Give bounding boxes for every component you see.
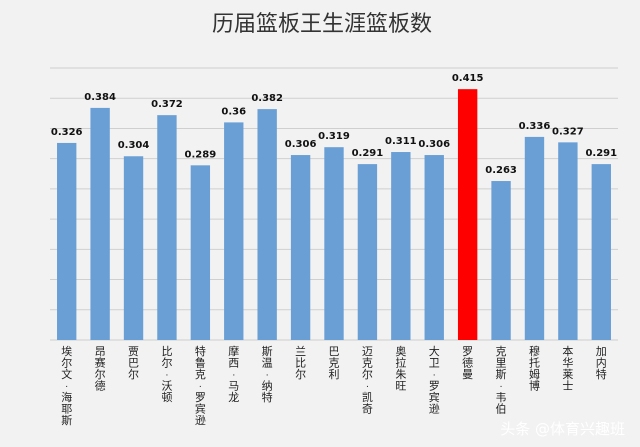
bar-3 xyxy=(157,115,177,340)
category-label-15: 本华莱士 xyxy=(562,344,573,393)
bar-14 xyxy=(524,136,545,340)
bar-5 xyxy=(224,122,244,341)
category-label-12: 罗德曼 xyxy=(462,345,473,381)
bar-1 xyxy=(90,107,110,340)
bar-7 xyxy=(290,155,311,340)
value-label-6: 0.382 xyxy=(251,93,283,104)
category-label-6: 斯温·纳特 xyxy=(262,345,273,404)
category-label-8: 巴克利 xyxy=(329,345,340,381)
bar-13 xyxy=(491,181,511,340)
chart-title: 历届篮板王生涯篮板数 xyxy=(212,12,432,37)
watermark-text: 头条 @体育兴趣班 xyxy=(500,420,625,438)
bar-6 xyxy=(257,109,277,340)
bar-11 xyxy=(424,155,444,340)
category-label-0: 埃尔文·海耶斯 xyxy=(61,344,72,427)
value-label-7: 0.306 xyxy=(285,139,317,150)
value-label-3: 0.372 xyxy=(151,99,183,110)
category-label-14: 穆托姆博 xyxy=(529,344,540,393)
value-label-11: 0.306 xyxy=(418,139,450,150)
value-label-1: 0.384 xyxy=(84,92,116,103)
value-label-15: 0.327 xyxy=(552,126,584,137)
value-label-8: 0.319 xyxy=(318,131,350,142)
bar-10 xyxy=(391,152,411,340)
category-label-2: 贾巴尔 xyxy=(128,345,139,381)
bar-2 xyxy=(123,156,144,340)
value-label-9: 0.291 xyxy=(352,148,384,159)
category-labels: 埃尔文·海耶斯 昂赛尔德 贾巴尔 比尔·沃顿 特鲁克·罗宾逊 摩西·马龙 斯温·纳特 兰比尔 巴… xyxy=(61,344,607,427)
bars xyxy=(57,89,611,341)
bar-9 xyxy=(357,164,378,340)
value-labels: 0.3260.3840.3040.3720.2890.360.3820.3060… xyxy=(51,73,617,176)
value-label-4: 0.289 xyxy=(185,149,217,160)
bar-4 xyxy=(190,165,211,340)
value-label-10: 0.311 xyxy=(385,136,417,147)
bar-15 xyxy=(558,142,578,340)
value-label-13: 0.263 xyxy=(485,165,517,176)
value-label-0: 0.326 xyxy=(51,127,83,138)
category-label-16: 加内特 xyxy=(596,345,607,381)
value-label-5: 0.36 xyxy=(221,106,246,117)
bar-0 xyxy=(57,142,77,340)
value-label-16: 0.291 xyxy=(585,148,617,159)
category-label-11: 大卫·罗宾逊 xyxy=(429,344,440,416)
bar-8 xyxy=(324,147,344,340)
category-label-7: 兰比尔 xyxy=(295,345,306,381)
bar-16 xyxy=(591,164,611,340)
value-label-14: 0.336 xyxy=(519,121,551,132)
category-label-5: 摩西·马龙 xyxy=(228,344,239,404)
category-label-9: 迈克尔·凯奇 xyxy=(362,345,373,416)
value-label-2: 0.304 xyxy=(118,140,150,151)
category-label-4: 特鲁克·罗宾逊 xyxy=(195,344,206,427)
category-label-1: 昂赛尔德 xyxy=(95,345,106,393)
category-label-10: 奥拉朱旺 xyxy=(395,344,406,393)
bar-12 xyxy=(457,89,478,341)
category-label-3: 比尔·沃顿 xyxy=(161,345,172,404)
category-label-13: 克里斯·韦伯 xyxy=(496,345,507,416)
value-label-12: 0.415 xyxy=(452,73,484,84)
